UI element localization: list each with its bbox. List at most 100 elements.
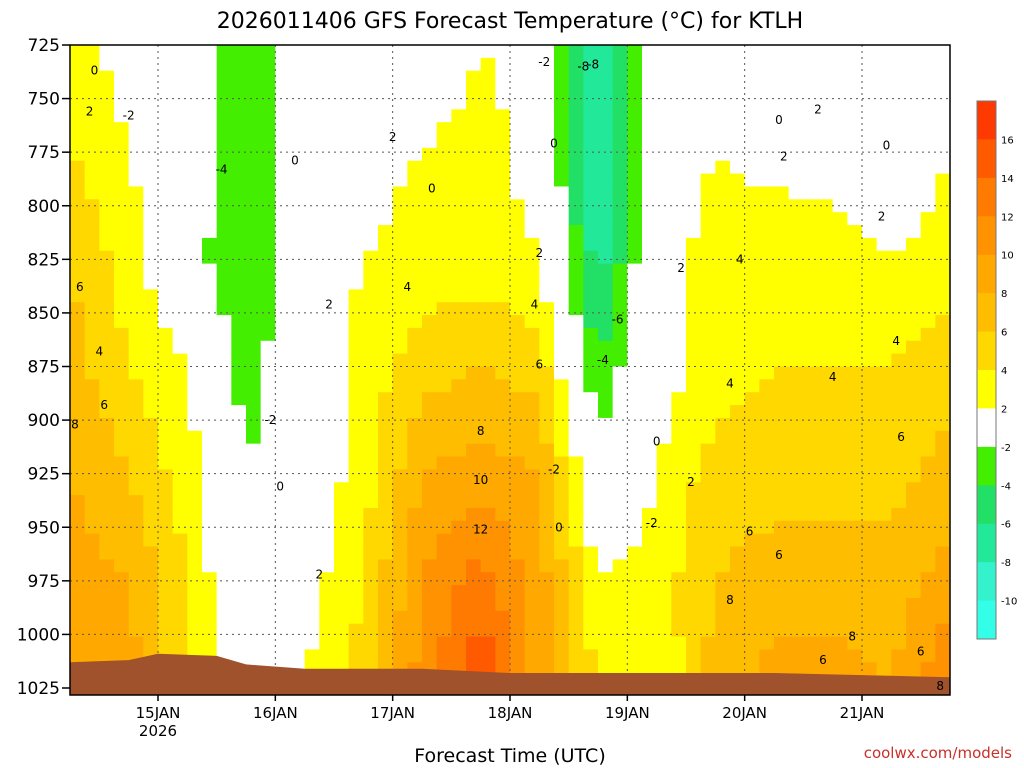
temperature-cell <box>671 649 687 663</box>
temperature-cell <box>495 405 511 419</box>
temperature-cell <box>378 405 394 419</box>
temperature-cell <box>143 456 159 470</box>
temperature-cell <box>216 340 232 355</box>
temperature-cell <box>114 366 130 380</box>
temperature-cell <box>510 392 526 406</box>
temperature-cell <box>451 109 467 123</box>
temperature-cell <box>275 405 291 419</box>
temperature-cell <box>275 276 291 290</box>
temperature-cell <box>158 469 174 483</box>
temperature-cell <box>172 572 188 586</box>
temperature-cell <box>876 186 892 200</box>
temperature-cell <box>495 237 511 252</box>
temperature-cell <box>730 443 746 458</box>
temperature-cell <box>671 199 687 213</box>
temperature-cell <box>510 327 526 342</box>
temperature-cell <box>524 379 540 393</box>
temperature-cell <box>862 392 878 406</box>
temperature-cell <box>70 340 86 355</box>
temperature-cell <box>554 57 570 72</box>
temperature-cell <box>715 237 731 252</box>
temperature-cell <box>202 315 218 329</box>
temperature-cell <box>495 289 511 303</box>
temperature-cell <box>290 147 306 162</box>
contour-label: 2 <box>536 246 544 260</box>
temperature-cell <box>216 327 232 342</box>
temperature-cell <box>818 520 834 535</box>
temperature-cell <box>876 392 892 406</box>
temperature-cell <box>436 173 452 188</box>
temperature-cell <box>788 597 804 612</box>
temperature-cell <box>920 353 936 368</box>
temperature-cell <box>275 636 291 651</box>
temperature-cell <box>788 649 804 663</box>
temperature-cell <box>862 135 878 149</box>
temperature-cell <box>598 417 614 432</box>
temperature-cell <box>319 623 335 638</box>
temperature-cell <box>627 302 643 316</box>
temperature-cell <box>744 289 760 303</box>
temperature-cell <box>231 315 247 329</box>
temperature-cell <box>920 546 936 560</box>
temperature-cell <box>290 340 306 355</box>
temperature-cell <box>554 597 570 612</box>
temperature-cell <box>818 212 834 226</box>
temperature-cell <box>862 186 878 200</box>
temperature-cell <box>187 533 203 548</box>
temperature-cell <box>627 649 643 663</box>
temperature-cell <box>260 546 276 560</box>
temperature-cell <box>788 662 804 676</box>
temperature-cell <box>436 443 452 458</box>
temperature-cell <box>304 57 320 72</box>
temperature-cell <box>334 45 350 59</box>
temperature-cell <box>143 147 159 162</box>
temperature-cell <box>656 443 672 458</box>
temperature-cell <box>759 57 775 72</box>
temperature-cell <box>656 469 672 483</box>
temperature-cell <box>627 173 643 188</box>
credit-link[interactable]: coolwx.com/models <box>864 744 1012 762</box>
temperature-cell <box>290 623 306 638</box>
temperature-cell <box>818 456 834 470</box>
temperature-cell <box>539 327 555 342</box>
temperature-cell <box>422 289 438 303</box>
temperature-cell <box>216 597 232 612</box>
temperature-cell <box>906 610 922 625</box>
temperature-cell <box>524 636 540 651</box>
temperature-cell <box>935 57 950 72</box>
temperature-cell <box>158 405 174 419</box>
temperature-cell <box>744 482 760 496</box>
colorbar-swatch <box>977 216 996 256</box>
temperature-cell <box>862 289 878 303</box>
temperature-cell <box>774 109 790 123</box>
contour-label: 6 <box>76 280 84 294</box>
temperature-cell <box>290 430 306 445</box>
temperature-cell <box>554 340 570 355</box>
temperature-cell <box>392 250 408 265</box>
temperature-cell <box>876 559 892 573</box>
temperature-cell <box>876 237 892 252</box>
temperature-cell <box>392 417 408 432</box>
temperature-cell <box>378 225 394 239</box>
temperature-cell <box>671 276 687 290</box>
temperature-cell <box>187 495 203 509</box>
temperature-cell <box>862 495 878 509</box>
temperature-cell <box>598 392 614 406</box>
temperature-cell <box>480 636 496 651</box>
temperature-cell <box>906 199 922 213</box>
temperature-cell <box>99 160 115 175</box>
temperature-cell <box>832 173 848 188</box>
temperature-cell <box>363 186 379 200</box>
temperature-cell <box>539 469 555 483</box>
temperature-cell <box>70 173 86 188</box>
temperature-cell <box>744 353 760 368</box>
temperature-cell <box>730 533 746 548</box>
temperature-cell <box>392 186 408 200</box>
temperature-cell <box>832 662 848 676</box>
temperature-cell <box>378 302 394 316</box>
temperature-cell <box>598 122 614 136</box>
temperature-cell <box>231 597 247 612</box>
contour-label: 2 <box>86 104 94 118</box>
temperature-cell <box>862 250 878 265</box>
temperature-cell <box>744 520 760 535</box>
